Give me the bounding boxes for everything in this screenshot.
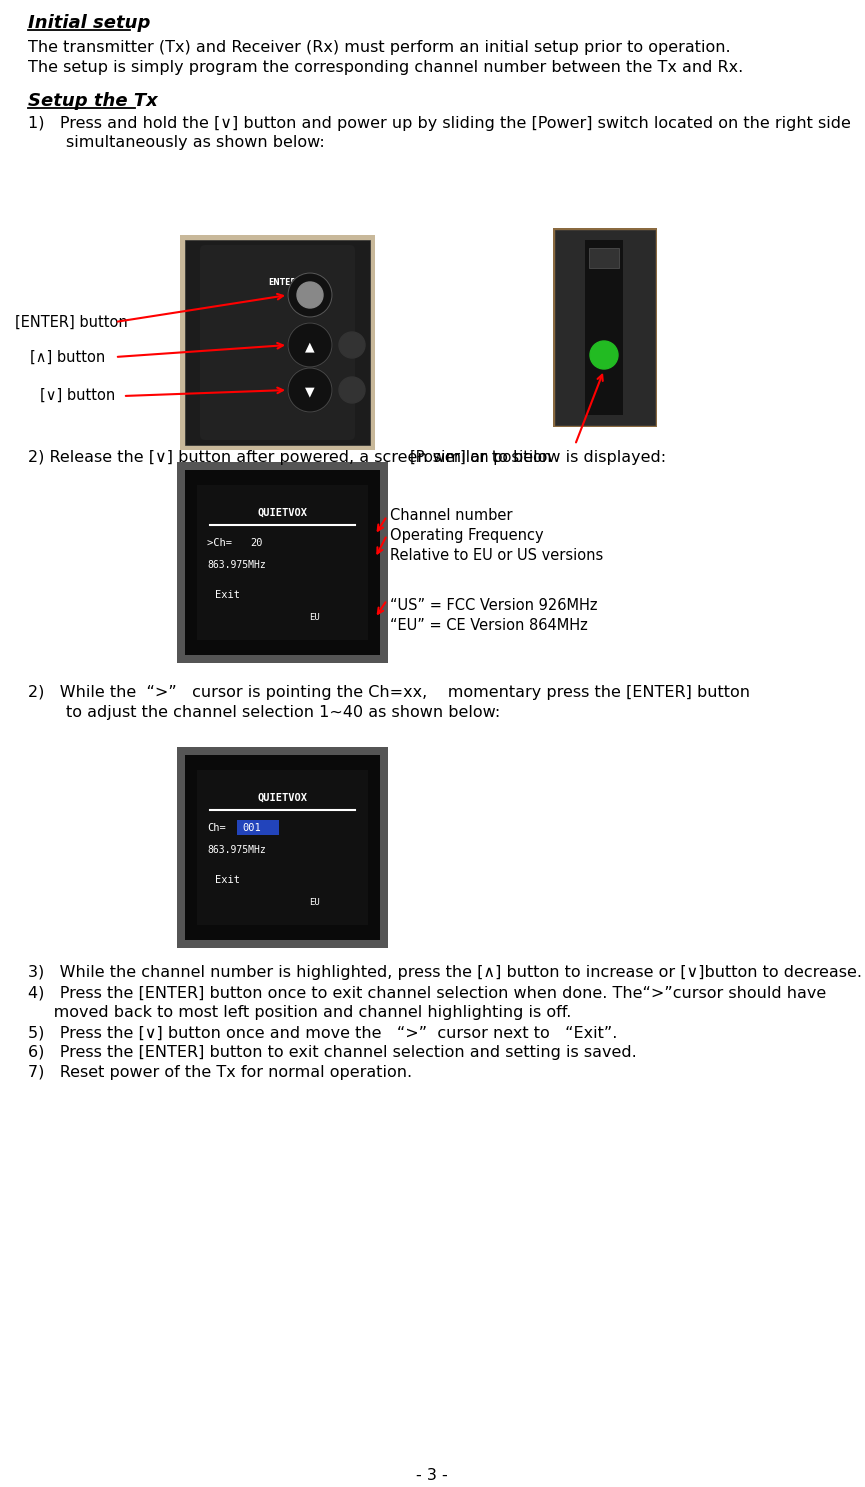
Circle shape bbox=[339, 332, 365, 358]
Text: 6)   Press the [ENTER] button to exit channel selection and setting is saved.: 6) Press the [ENTER] button to exit chan… bbox=[28, 1045, 637, 1060]
Bar bbox=[180, 235, 375, 451]
Circle shape bbox=[288, 274, 332, 317]
Text: 1)   Press and hold the [∨] button and power up by sliding the [Power] switch lo: 1) Press and hold the [∨] button and pow… bbox=[28, 116, 851, 131]
Text: [∨] button: [∨] button bbox=[40, 388, 115, 403]
Text: ▲: ▲ bbox=[305, 341, 315, 352]
Bar bbox=[237, 819, 279, 836]
Text: 3)   While the channel number is highlighted, press the [∧] button to increase o: 3) While the channel number is highlight… bbox=[28, 965, 862, 980]
Text: EU: EU bbox=[310, 613, 320, 622]
Bar bbox=[185, 755, 380, 940]
Text: QUIETVOX: QUIETVOX bbox=[257, 509, 307, 517]
Text: 4)   Press the [ENTER] button once to exit channel selection when done. The“>”cu: 4) Press the [ENTER] button once to exit… bbox=[28, 984, 826, 999]
Bar bbox=[177, 746, 388, 949]
Text: 5)   Press the [∨] button once and move the   “>”  cursor next to   “Exit”.: 5) Press the [∨] button once and move th… bbox=[28, 1025, 618, 1039]
Text: Operating Frequency: Operating Frequency bbox=[390, 528, 543, 543]
Bar bbox=[177, 462, 388, 663]
Circle shape bbox=[590, 341, 618, 369]
Text: 863.975MHz: 863.975MHz bbox=[207, 561, 266, 570]
FancyBboxPatch shape bbox=[200, 245, 355, 440]
Bar bbox=[589, 248, 619, 268]
Text: “US” = FCC Version 926MHz: “US” = FCC Version 926MHz bbox=[390, 598, 598, 613]
Bar bbox=[197, 485, 368, 639]
Text: >Ch=: >Ch= bbox=[207, 538, 238, 549]
Text: 863.975MHz: 863.975MHz bbox=[207, 845, 266, 855]
Text: to adjust the channel selection 1~40 as shown below:: to adjust the channel selection 1~40 as … bbox=[66, 705, 500, 720]
Text: 20: 20 bbox=[250, 538, 262, 549]
Text: 7)   Reset power of the Tx for normal operation.: 7) Reset power of the Tx for normal oper… bbox=[28, 1065, 412, 1080]
Circle shape bbox=[288, 323, 332, 367]
Text: ENTER: ENTER bbox=[268, 278, 296, 287]
Bar bbox=[585, 239, 623, 415]
Text: QUIETVOX: QUIETVOX bbox=[257, 793, 307, 803]
Text: - 3 -: - 3 - bbox=[416, 1468, 448, 1483]
Bar bbox=[553, 228, 657, 427]
Circle shape bbox=[297, 283, 323, 308]
Bar bbox=[185, 239, 370, 445]
Text: Setup the Tx: Setup the Tx bbox=[28, 92, 157, 110]
Text: moved back to most left position and channel highlighting is off.: moved back to most left position and cha… bbox=[28, 1005, 572, 1020]
Text: “EU” = CE Version 864MHz: “EU” = CE Version 864MHz bbox=[390, 619, 587, 633]
Text: 001: 001 bbox=[242, 822, 260, 833]
Circle shape bbox=[339, 378, 365, 403]
Text: ▼: ▼ bbox=[305, 385, 315, 399]
Text: The setup is simply program the corresponding channel number between the Tx and : The setup is simply program the correspo… bbox=[28, 59, 743, 74]
Text: [Power] on position: [Power] on position bbox=[410, 451, 551, 465]
Text: Relative to EU or US versions: Relative to EU or US versions bbox=[390, 549, 603, 564]
Text: [ENTER] button: [ENTER] button bbox=[15, 315, 128, 330]
Text: 2) Release the [∨] button after powered, a screen similar to below is displayed:: 2) Release the [∨] button after powered,… bbox=[28, 451, 666, 465]
Text: Exit: Exit bbox=[215, 590, 240, 599]
Text: Exit: Exit bbox=[215, 874, 240, 885]
Bar bbox=[185, 470, 380, 654]
Text: [∧] button: [∧] button bbox=[30, 349, 106, 364]
Text: 2)   While the  “>”   cursor is pointing the Ch=xx,    momentary press the [ENTE: 2) While the “>” cursor is pointing the … bbox=[28, 686, 750, 700]
Text: Channel number: Channel number bbox=[390, 509, 512, 523]
Text: Initial setup: Initial setup bbox=[28, 13, 151, 33]
Bar bbox=[197, 770, 368, 925]
Text: Ch=: Ch= bbox=[207, 822, 226, 833]
Text: simultaneously as shown below:: simultaneously as shown below: bbox=[66, 135, 324, 150]
Text: The transmitter (Tx) and Receiver (Rx) must perform an initial setup prior to op: The transmitter (Tx) and Receiver (Rx) m… bbox=[28, 40, 731, 55]
Text: EU: EU bbox=[310, 898, 320, 907]
Bar bbox=[555, 230, 655, 425]
Circle shape bbox=[288, 367, 332, 412]
